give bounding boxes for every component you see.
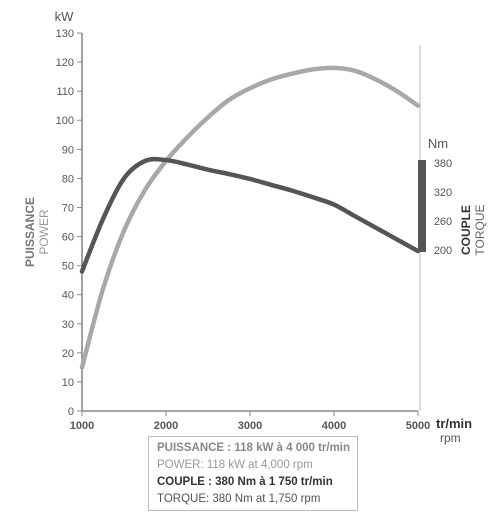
right-axis-title-en: TORQUE bbox=[473, 204, 487, 255]
right-tick-label: 380 bbox=[434, 158, 452, 170]
x-unit-primary: tr/min bbox=[436, 416, 472, 431]
y-tick-label: 130 bbox=[56, 28, 74, 40]
y-tick-label: 10 bbox=[62, 377, 74, 389]
right-tick-label: 260 bbox=[434, 216, 452, 228]
y-tick-label: 70 bbox=[62, 202, 74, 214]
y-tick-label: 100 bbox=[56, 115, 74, 127]
legend-box: PUISSANCE : 118 kW à 4 000 tr/min POWER:… bbox=[148, 436, 358, 511]
y-tick-label: 110 bbox=[56, 86, 74, 98]
legend-power-fr: PUISSANCE : 118 kW à 4 000 tr/min bbox=[157, 442, 351, 454]
y-tick-label: 80 bbox=[62, 173, 74, 185]
right-tick-label: 200 bbox=[434, 245, 452, 257]
x-tick-label: 5000 bbox=[406, 420, 430, 432]
legend-torque-en: TORQUE: 380 Nm at 1,750 rpm bbox=[157, 493, 321, 505]
y-tick-label: 90 bbox=[62, 144, 74, 156]
y-axis-title-en: POWER bbox=[37, 209, 51, 255]
x-tick-label: 2000 bbox=[154, 420, 178, 432]
y-tick-label: 50 bbox=[62, 261, 74, 273]
y-tick-label: 120 bbox=[56, 57, 74, 69]
y-tick-label: 0 bbox=[68, 406, 74, 418]
y-tick-label: 20 bbox=[62, 348, 74, 360]
x-tick-label: 4000 bbox=[322, 420, 346, 432]
right-tick-label: 320 bbox=[434, 187, 452, 199]
x-tick-label: 3000 bbox=[238, 420, 262, 432]
torque-curve bbox=[79, 156, 421, 274]
y-tick-label: 30 bbox=[62, 319, 74, 331]
x-tick-label: 1000 bbox=[70, 420, 94, 432]
legend-power-en: POWER: 118 kW at 4,000 rpm bbox=[157, 459, 313, 471]
legend-torque-fr: COUPLE : 380 Nm à 1 750 tr/min bbox=[157, 476, 333, 488]
y-axis-title-fr: PUISSANCE bbox=[23, 197, 37, 267]
y-unit-label: kW bbox=[55, 9, 75, 24]
right-axis-title-fr: COUPLE bbox=[459, 205, 473, 255]
right-unit-label: Nm bbox=[428, 136, 448, 151]
y-tick-label: 40 bbox=[62, 290, 74, 302]
y-tick-label: 60 bbox=[62, 232, 74, 244]
torque-range-bar bbox=[418, 160, 426, 252]
power-curve bbox=[79, 65, 421, 370]
x-unit-secondary: rpm bbox=[440, 431, 461, 445]
